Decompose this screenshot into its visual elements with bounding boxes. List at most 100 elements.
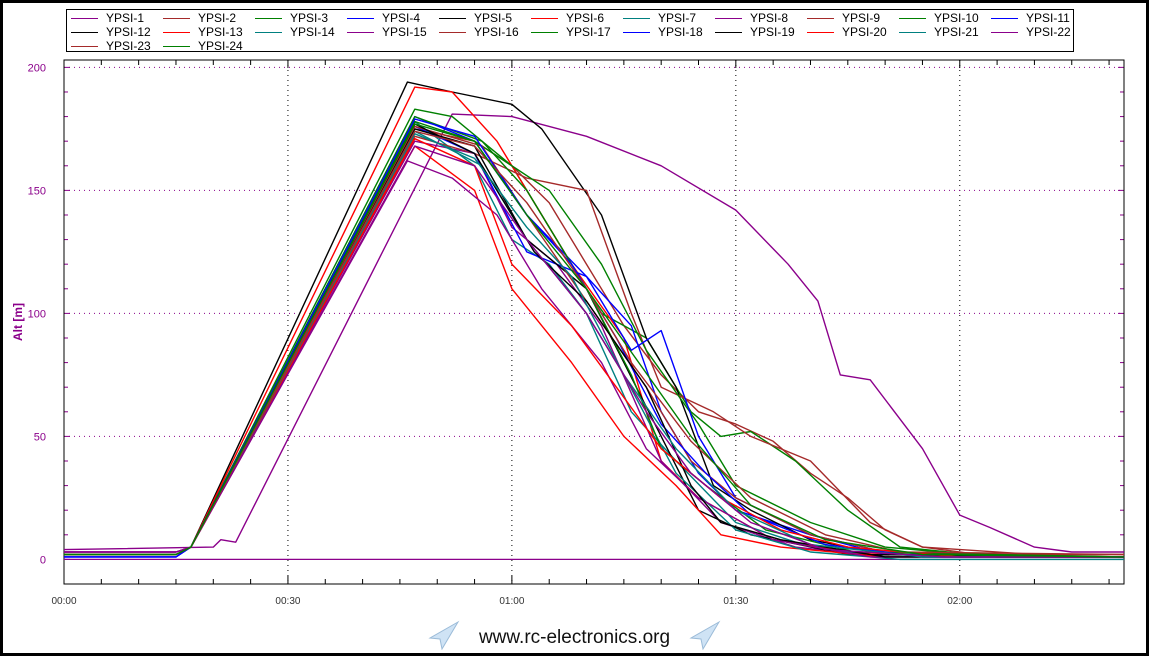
legend-swatch: [899, 17, 926, 19]
series-line-ypsi-11: [64, 125, 1125, 558]
legend-label: YPSI-12: [106, 25, 151, 39]
series-line-ypsi-14: [64, 130, 1124, 561]
legend-swatch: [163, 45, 190, 47]
paper-plane-icon: [689, 620, 721, 656]
legend-label: YPSI-18: [658, 25, 703, 39]
legend-label: YPSI-13: [198, 25, 243, 39]
legend-swatch: [991, 31, 1018, 33]
legend-swatch: [899, 31, 926, 33]
footer-url[interactable]: www.rc-electronics.org: [478, 627, 671, 649]
legend-swatch: [163, 17, 190, 19]
paper-plane-icon: [428, 620, 460, 656]
legend-swatch: [163, 31, 190, 33]
legend-swatch: [807, 17, 834, 19]
legend-label: YPSI-20: [842, 25, 887, 39]
legend-label: YPSI-16: [474, 25, 519, 39]
legend-label: YPSI-10: [934, 11, 979, 25]
legend-label: YPSI-23: [106, 39, 151, 53]
x-tick-label: 00:00: [51, 596, 76, 607]
legend-swatch: [71, 45, 98, 47]
legend-label: YPSI-24: [198, 39, 243, 53]
legend-item[interactable]: YPSI-20: [807, 25, 899, 39]
legend-label: YPSI-14: [290, 25, 335, 39]
plot-border: [63, 59, 1125, 585]
legend-item[interactable]: YPSI-19: [715, 25, 807, 39]
legend-label: YPSI-17: [566, 25, 611, 39]
legend-label: YPSI-11: [1026, 11, 1070, 25]
legend-swatch: [531, 31, 558, 33]
legend: YPSI-1 YPSI-2 YPSI-3 YPSI-4 YPSI-5 YPSI-6 YPSI…: [66, 9, 1074, 53]
legend-item[interactable]: YPSI-9: [807, 11, 899, 25]
legend-item[interactable]: YPSI-2: [163, 11, 255, 25]
legend-swatch: [439, 31, 466, 33]
legend-label: YPSI-15: [382, 25, 427, 39]
legend-item[interactable]: YPSI-23: [71, 39, 163, 53]
series-line-ypsi-9: [64, 135, 1124, 556]
legend-swatch: [255, 31, 282, 33]
series-line-ypsi-19: [64, 123, 1124, 558]
y-tick-label: 100: [28, 308, 46, 320]
series-line-ypsi-21: [64, 133, 1124, 558]
legend-swatch: [439, 17, 466, 19]
legend-label: YPSI-7: [658, 11, 697, 25]
legend-swatch: [347, 31, 374, 33]
legend-label: YPSI-6: [566, 11, 605, 25]
legend-item[interactable]: YPSI-3: [255, 11, 347, 25]
legend-item[interactable]: YPSI-24: [163, 39, 255, 53]
legend-item[interactable]: YPSI-1: [71, 11, 163, 25]
series-line-ypsi-24: [64, 123, 1125, 558]
x-tick-label: 01:30: [723, 596, 748, 607]
legend-label: YPSI-1: [106, 11, 145, 25]
legend-label: YPSI-21: [934, 25, 979, 39]
legend-item[interactable]: YPSI-12: [71, 25, 163, 39]
legend-swatch: [347, 17, 374, 19]
legend-label: YPSI-22: [1026, 25, 1071, 39]
legend-label: YPSI-19: [750, 25, 795, 39]
legend-swatch: [255, 17, 282, 19]
series-line-ypsi-20: [64, 137, 1124, 558]
legend-label: YPSI-4: [382, 11, 421, 25]
legend-item[interactable]: YPSI-13: [163, 25, 255, 39]
legend-label: YPSI-2: [198, 11, 237, 25]
legend-item[interactable]: YPSI-18: [623, 25, 715, 39]
y-axis-label: Alt [m]: [11, 303, 25, 341]
legend-swatch: [715, 31, 742, 33]
legend-item[interactable]: YPSI-16: [439, 25, 531, 39]
legend-swatch: [623, 17, 650, 19]
legend-item[interactable]: YPSI-15: [347, 25, 439, 39]
series-line-ypsi-13: [64, 145, 1124, 558]
y-tick-label: 150: [28, 185, 46, 197]
legend-swatch: [71, 31, 98, 33]
series-line-ypsi-16: [64, 125, 1125, 558]
legend-item[interactable]: YPSI-10: [899, 11, 991, 25]
series-line-ypsi-12: [64, 128, 1125, 558]
legend-swatch: [623, 31, 650, 33]
legend-item[interactable]: YPSI-22: [991, 25, 1083, 39]
legend-item[interactable]: YPSI-17: [531, 25, 623, 39]
x-tick-label: 01:00: [499, 596, 524, 607]
legend-item[interactable]: YPSI-11: [991, 11, 1083, 25]
y-tick-label: 50: [34, 431, 46, 443]
legend-swatch: [807, 31, 834, 33]
legend-item[interactable]: YPSI-5: [439, 11, 531, 25]
legend-item[interactable]: YPSI-4: [347, 11, 439, 25]
series-line-ypsi-22: [64, 145, 1124, 558]
legend-item[interactable]: YPSI-14: [255, 25, 347, 39]
legend-swatch: [991, 17, 1018, 19]
legend-swatch: [715, 17, 742, 19]
legend-item[interactable]: YPSI-7: [623, 11, 715, 25]
legend-item[interactable]: YPSI-8: [715, 11, 807, 25]
x-tick-label: 02:00: [947, 596, 972, 607]
series-line-ypsi-7: [64, 120, 1124, 558]
legend-label: YPSI-8: [750, 11, 789, 25]
y-tick-label: 0: [40, 554, 46, 566]
legend-item[interactable]: YPSI-21: [899, 25, 991, 39]
legend-label: YPSI-5: [474, 11, 513, 25]
legend-item[interactable]: YPSI-6: [531, 11, 623, 25]
series-line-ypsi-15: [64, 160, 1124, 558]
y-tick-label: 200: [28, 62, 46, 74]
legend-swatch: [531, 17, 558, 19]
legend-label: YPSI-3: [290, 11, 329, 25]
